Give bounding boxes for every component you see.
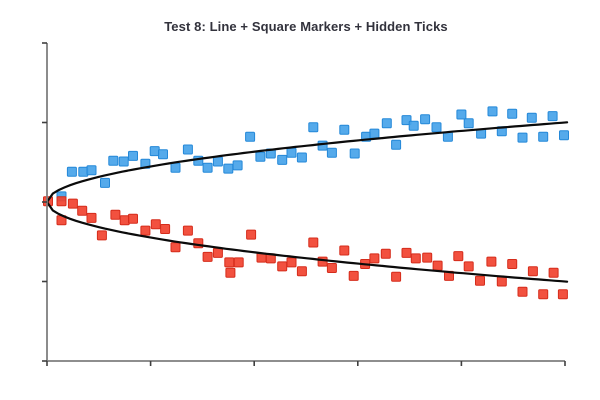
square-marker <box>432 260 443 271</box>
square-marker <box>391 139 402 150</box>
chart-title: Test 8: Line + Square Markers + Hidden T… <box>164 19 448 34</box>
square-marker <box>78 166 89 177</box>
square-marker <box>456 109 467 120</box>
square-marker <box>158 149 168 160</box>
square-marker <box>559 130 569 141</box>
square-marker <box>128 150 138 161</box>
square-marker <box>326 263 337 273</box>
square-marker <box>212 247 223 258</box>
square-marker <box>225 267 236 278</box>
square-marker <box>182 144 193 155</box>
square-marker <box>339 124 350 135</box>
square-marker <box>507 108 518 119</box>
square-marker <box>108 155 119 166</box>
square-marker <box>507 259 518 269</box>
square-marker <box>486 256 497 267</box>
square-marker <box>149 146 160 157</box>
square-marker <box>538 131 549 142</box>
square-marker <box>317 140 328 151</box>
square-marker <box>110 209 121 220</box>
square-marker <box>326 147 337 158</box>
square-marker <box>150 219 161 230</box>
square-marker <box>232 160 243 171</box>
square-marker <box>381 118 392 129</box>
square-marker <box>286 257 297 268</box>
square-marker <box>308 237 319 248</box>
square-marker <box>56 196 67 207</box>
square-marker <box>442 131 453 142</box>
square-marker <box>557 289 568 300</box>
square-marker <box>96 230 107 241</box>
square-marker <box>527 266 538 277</box>
curves <box>45 121 569 283</box>
square-marker <box>182 225 193 236</box>
square-marker <box>212 156 223 167</box>
square-marker <box>224 257 235 268</box>
square-marker <box>170 242 181 253</box>
square-marker <box>463 118 474 129</box>
square-marker <box>296 152 307 163</box>
square-marker <box>202 162 213 173</box>
scatter-series-red-squares <box>43 196 568 300</box>
square-marker <box>140 225 151 236</box>
square-marker <box>420 114 431 125</box>
square-marker <box>380 248 391 259</box>
square-marker <box>245 131 256 142</box>
square-marker <box>431 122 442 133</box>
axes <box>42 42 566 366</box>
y-axis-ticks <box>42 42 47 362</box>
square-marker <box>100 177 110 188</box>
square-marker <box>401 247 412 258</box>
square-marker <box>223 163 234 174</box>
square-marker <box>349 148 360 159</box>
square-marker <box>538 289 549 300</box>
square-marker <box>548 267 559 278</box>
square-marker <box>422 252 433 263</box>
square-marker <box>547 111 558 122</box>
square-marker <box>475 275 485 286</box>
square-marker <box>517 132 528 143</box>
square-marker <box>255 151 266 162</box>
square-marker <box>369 128 380 139</box>
scatter-series-blue-squares <box>56 106 569 202</box>
square-marker <box>308 122 319 133</box>
square-marker <box>277 154 288 165</box>
scatter-markers <box>43 106 569 300</box>
square-marker <box>408 120 419 131</box>
square-marker <box>67 198 78 209</box>
square-marker <box>66 166 77 177</box>
square-marker <box>128 213 138 224</box>
square-marker <box>517 286 528 297</box>
square-marker <box>233 257 244 268</box>
square-marker <box>391 271 402 282</box>
square-marker <box>296 266 307 277</box>
square-marker <box>410 253 421 264</box>
square-marker <box>369 253 380 264</box>
square-marker <box>86 212 97 223</box>
square-marker <box>339 245 350 256</box>
square-marker <box>202 251 213 262</box>
square-marker <box>286 147 297 158</box>
square-marker <box>526 112 537 123</box>
upper-sqrt-line <box>45 121 569 204</box>
square-marker <box>118 156 129 167</box>
square-marker <box>496 276 507 287</box>
square-marker <box>86 165 97 176</box>
square-marker <box>487 106 498 117</box>
square-marker <box>170 162 181 173</box>
square-marker <box>119 215 130 226</box>
square-marker <box>277 261 288 272</box>
square-marker <box>77 205 88 216</box>
square-marker <box>160 224 171 234</box>
x-axis-ticks <box>46 361 566 366</box>
square-marker <box>246 229 257 240</box>
lower-sqrt-line <box>45 200 569 283</box>
axis-spines <box>46 43 565 362</box>
square-marker <box>453 251 464 262</box>
square-marker <box>348 270 359 281</box>
square-marker <box>317 256 328 267</box>
square-marker <box>463 261 474 272</box>
